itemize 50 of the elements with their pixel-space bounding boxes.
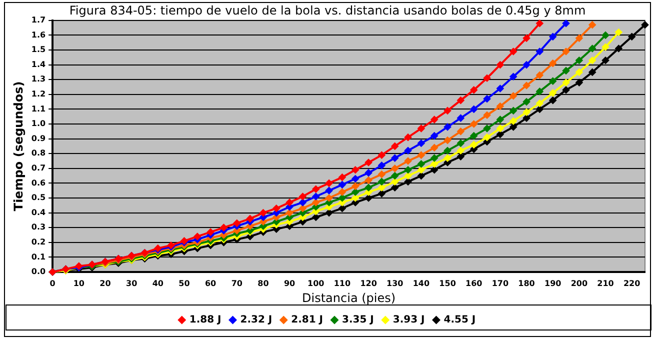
y-tick-label: 0.9 [31, 134, 46, 143]
x-tick-label: 210 [597, 278, 614, 288]
y-tick-label: 0.6 [31, 178, 46, 188]
y-tick-label: 1.4 [31, 60, 46, 69]
y-tick-label: 1.7 [31, 15, 46, 24]
y-tick-label: 0.4 [31, 208, 46, 217]
legend-label: 2.81 J [291, 314, 323, 326]
legend-label: 4.55 J [444, 314, 476, 326]
x-tick-label: 100 [308, 278, 325, 288]
x-tick-label: 140 [412, 278, 430, 288]
y-tick-label: 0.7 [31, 163, 46, 172]
x-tick-label: 130 [386, 278, 404, 288]
x-tick-label: 80 [258, 278, 270, 288]
legend-label: 2.32 J [240, 314, 272, 326]
x-tick-label: 160 [466, 278, 483, 288]
x-tick-label: 50 [178, 278, 190, 288]
x-axis-title: Distancia (pies) [302, 290, 396, 305]
x-tick-label: 30 [126, 278, 138, 288]
y-tick-label: 1.0 [31, 119, 46, 128]
x-tick-label: 200 [570, 278, 588, 288]
legend-label: 3.35 J [342, 314, 374, 326]
y-tick-label: 0.5 [31, 193, 46, 202]
y-tick-label: 0.2 [31, 237, 46, 246]
x-tick-label: 220 [623, 278, 641, 288]
x-tick-label: 90 [284, 278, 296, 288]
legend-label: 3.93 J [392, 314, 425, 326]
y-tick-label: 0.3 [31, 222, 46, 232]
x-tick-label: 60 [204, 278, 217, 288]
y-tick-label: 0.0 [31, 267, 46, 276]
x-tick-label: 120 [360, 278, 378, 288]
x-tick-label: 0 [50, 278, 56, 288]
legend-label: 1.88 J [189, 314, 222, 326]
y-tick-label: 1.1 [31, 104, 46, 114]
x-tick-label: 110 [334, 278, 351, 288]
y-tick-label: 1.5 [31, 45, 46, 54]
y-tick-label: 0.8 [31, 148, 46, 158]
chart-title: Figura 834-05: tiempo de vuelo de la bola vs. distancia usando bolas de 0.45g y 8mm [69, 3, 586, 18]
x-tick-label: 190 [544, 278, 562, 288]
y-tick-label: 0.1 [31, 252, 46, 262]
x-tick-label: 170 [492, 278, 509, 288]
y-tick-label: 1.2 [31, 89, 46, 98]
x-tick-label: 20 [100, 278, 112, 288]
x-tick-label: 40 [152, 278, 164, 288]
y-axis-title: Tiempo (segundos) [11, 81, 26, 212]
y-tick-label: 1.6 [31, 30, 46, 40]
x-tick-label: 70 [231, 278, 243, 288]
x-tick-label: 150 [439, 278, 456, 288]
x-tick-label: 10 [73, 278, 85, 288]
x-tick-label: 180 [518, 278, 536, 288]
y-tick-label: 1.3 [31, 74, 46, 84]
